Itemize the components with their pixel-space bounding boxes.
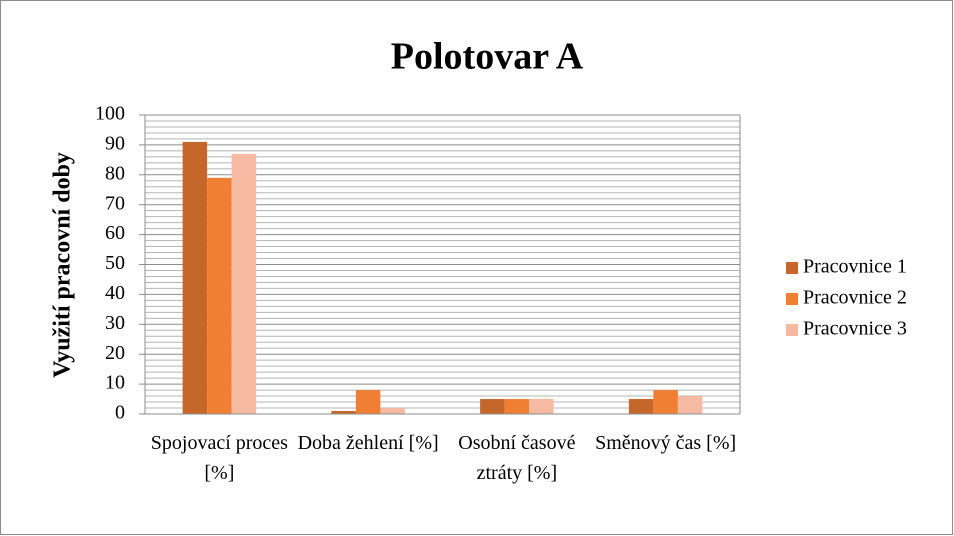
legend-label: Pracovnice 3: [803, 318, 907, 340]
y-tick-label: 80: [105, 162, 125, 184]
bar: [380, 408, 405, 414]
bar: [182, 141, 208, 414]
y-tick-label: 40: [105, 282, 125, 304]
x-tick-label: Směnový čas [%]: [595, 432, 737, 454]
y-tick-label: 70: [105, 192, 125, 214]
x-tick-label: Osobní časové ztráty [%]: [458, 432, 576, 484]
y-tick-label: 0: [115, 402, 125, 424]
legend-label: Pracovnice 2: [803, 287, 907, 309]
chart-title: Polotovar A: [391, 36, 584, 78]
y-axis-label: Využití pracovní doby: [50, 152, 76, 378]
bar: [355, 390, 381, 414]
legend-swatch: [786, 324, 798, 336]
y-tick-label: 60: [105, 222, 125, 244]
legend-swatch: [786, 293, 798, 305]
y-tick-label: 50: [105, 252, 125, 274]
bar: [653, 390, 678, 414]
bar: [504, 399, 530, 414]
x-tick-label: Spojovací proces [%]: [150, 432, 288, 484]
x-tick-label: Doba žehlení [%]: [297, 432, 439, 454]
y-tick-label: 30: [105, 312, 125, 334]
y-tick-label: 10: [105, 372, 125, 394]
y-tick-label: 90: [105, 132, 125, 154]
bar: [677, 396, 703, 414]
bar: [529, 399, 554, 414]
bar: [628, 399, 654, 414]
y-tick-label: 100: [95, 103, 125, 125]
bar: [207, 177, 232, 414]
bar: [231, 153, 257, 414]
legend-swatch: [786, 262, 798, 274]
bar: [331, 411, 356, 414]
legend-label: Pracovnice 1: [803, 256, 907, 278]
y-tick-label: 20: [105, 342, 125, 364]
bar: [480, 399, 505, 414]
